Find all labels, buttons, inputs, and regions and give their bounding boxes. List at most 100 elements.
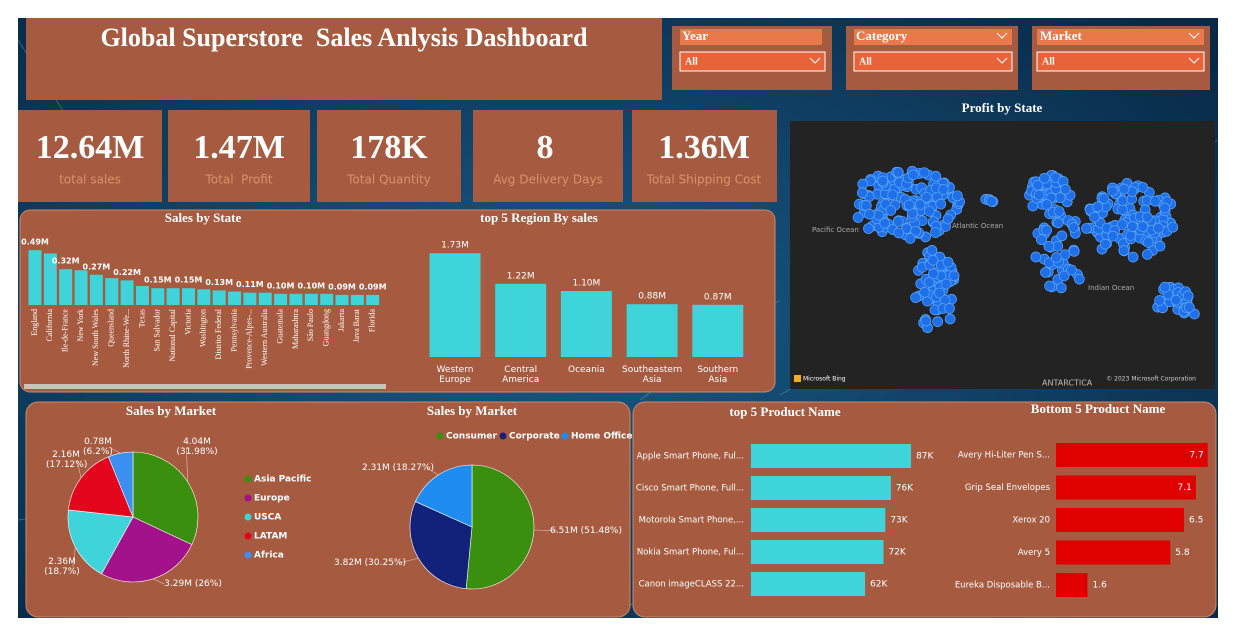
y-tick-label: Motorola Smart Phone,... [639,516,744,526]
kpi-label: Total Profit [205,173,273,187]
data-label: 76K [896,484,914,494]
chart-title: Sales by State [165,210,242,225]
kpi-label: Total Shipping Cost [646,173,762,187]
data-label: 87K [916,452,934,462]
legend-marker [244,532,252,540]
map-point [919,287,930,298]
dropdown[interactable] [679,51,826,72]
map-point [1152,222,1164,234]
y-tick-label: Avery 5 [1018,548,1050,558]
bar [1056,573,1088,597]
data-label: 5.8 [1175,548,1190,558]
y-tick-label: Grip Seal Envelopes [965,483,1051,493]
map-point [1060,183,1071,195]
map-point [1041,199,1053,210]
map-point [863,223,874,234]
kpi-value: 1.47M [193,129,285,166]
map-attribution: © 2023 Microsoft Corporation [1106,376,1196,383]
kpi-label: total sales [59,173,121,187]
legend-label: Consumer [446,432,497,442]
map-point [1051,252,1062,263]
data-label: 0.27M [83,262,111,271]
map-point [1159,281,1171,293]
map-point [928,268,939,280]
kpi-value: 8 [537,129,554,166]
slicer[interactable]: Market All [1032,26,1210,90]
map-point [918,167,930,179]
bar [274,293,288,305]
map-point [1098,193,1110,204]
dropdown-value: All [1042,56,1055,67]
map-point [926,245,938,256]
map-point [1118,245,1130,256]
map-point [852,212,864,223]
bing-logo [794,375,801,382]
map-label: Atlantic Ocean [952,222,1003,230]
map-label: ANTARCTICA [1042,379,1093,388]
map-point [1066,264,1077,276]
map-point [935,198,947,210]
bar [28,250,42,305]
dropdown-value: All [685,56,698,67]
x-tick-label: Maharashtra [291,309,300,349]
x-tick-label: Java Barat [352,308,361,342]
bar [335,294,349,305]
map-point [1056,230,1068,242]
map-point [1154,295,1165,306]
map-point [942,256,954,268]
map-label: Pacific Ocean [812,226,859,234]
map-point [1107,185,1118,197]
legend-label: Home Office [571,432,632,442]
chevron [996,57,1008,64]
dropdown[interactable] [853,51,1013,72]
map-point [1030,251,1042,263]
data-label: 0.87M [704,292,732,302]
bar [43,253,57,305]
map-point [1053,206,1065,217]
map-point [1036,234,1047,246]
chevron [1188,57,1200,64]
map-point [1092,201,1104,213]
map-point [1041,224,1052,236]
chevron [996,32,1008,39]
dropdown[interactable] [1036,51,1205,72]
map-point [986,195,997,207]
leader-line [398,557,419,564]
chevron [809,57,821,64]
bar [258,292,272,305]
map-point [864,208,875,220]
data-label: 0.22M [113,268,141,277]
map-point [914,199,926,210]
slicer[interactable]: Year All [672,26,832,90]
legend-label: LATAM [254,532,287,542]
data-label: 0.10M [267,281,295,290]
slicer-label: Category [856,28,908,43]
map-point [1040,266,1051,278]
map-point [1183,302,1195,313]
bar [151,288,165,305]
map-point [942,213,954,225]
scrollbar[interactable] [24,384,386,389]
x-tick-label: Victoria [183,309,192,335]
legend-marker [244,475,252,483]
map-point [1125,230,1137,241]
bar [751,572,866,596]
chart-title: Sales by Market [126,403,217,418]
leader-line [152,578,165,585]
pie-slice [68,456,134,518]
map-point [879,217,891,229]
slicer[interactable]: Category All [846,26,1018,90]
map-point [1118,183,1130,195]
map-point [930,227,941,238]
map-point [1141,211,1153,223]
leader-line [426,467,439,476]
bar [1056,443,1208,467]
data-label: 0.10M [297,281,325,290]
data-label: 0.88M [638,292,666,302]
bar [212,290,226,305]
kpi-card [18,110,162,202]
map-point [937,184,949,195]
map-point [1149,195,1161,207]
data-label: 0.09M [328,282,356,291]
